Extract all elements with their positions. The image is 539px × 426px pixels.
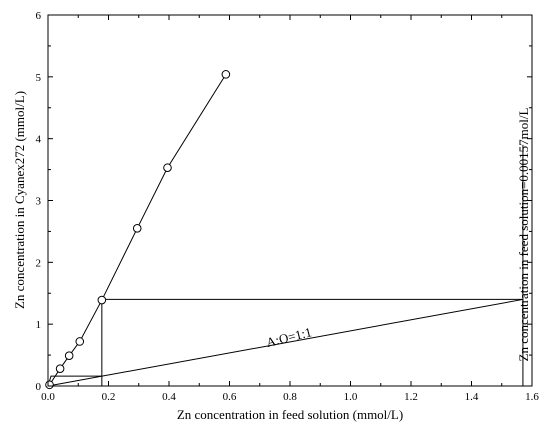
x-tick-label: 0.8 xyxy=(283,391,297,403)
y-tick-label: 3 xyxy=(36,196,42,208)
operating-line xyxy=(47,298,524,387)
data-point xyxy=(75,337,85,346)
x-axis-ticks: 0.0 0.2 0.4 0.6 0.8 1.0 1.2 1.4 1.6 xyxy=(41,15,539,403)
x-tick-label: 1.0 xyxy=(344,391,358,403)
x-tick-label: 1.4 xyxy=(465,391,479,403)
data-point xyxy=(45,380,54,390)
y-tick-label: 0 xyxy=(36,381,42,393)
data-point xyxy=(64,351,74,361)
x-tick-label: 0.2 xyxy=(102,391,116,403)
y-axis-label: Zn concentration in Cyanex272 (mmol/L) xyxy=(12,91,27,309)
y-tick-label: 4 xyxy=(36,134,42,146)
series-layer xyxy=(45,70,231,390)
x-tick-label: 1.2 xyxy=(404,391,418,403)
x-tick-label: 0.6 xyxy=(223,391,237,403)
data-point xyxy=(55,364,65,373)
data-point xyxy=(163,163,172,173)
ratio-annotation: A:O=1:1 xyxy=(265,324,314,350)
x-tick-label: 0.4 xyxy=(162,391,176,403)
y-tick-label: 1 xyxy=(36,319,42,331)
data-point xyxy=(132,224,142,233)
y-tick-label: 2 xyxy=(36,257,42,269)
data-point xyxy=(221,70,231,79)
x-tick-label: 1.6 xyxy=(525,391,539,403)
feed-line-annotation: Zn concentration in feed solution=0.0015… xyxy=(516,107,531,361)
y-tick-label: 6 xyxy=(36,10,42,22)
x-tick-label: 0.0 xyxy=(41,391,55,403)
x-axis-label: Zn concentration in feed solution (mmol/… xyxy=(177,407,403,422)
data-point xyxy=(97,295,107,305)
y-axis-ticks: 0 1 2 3 4 5 6 xyxy=(36,10,532,393)
y-tick-label: 5 xyxy=(36,72,42,84)
